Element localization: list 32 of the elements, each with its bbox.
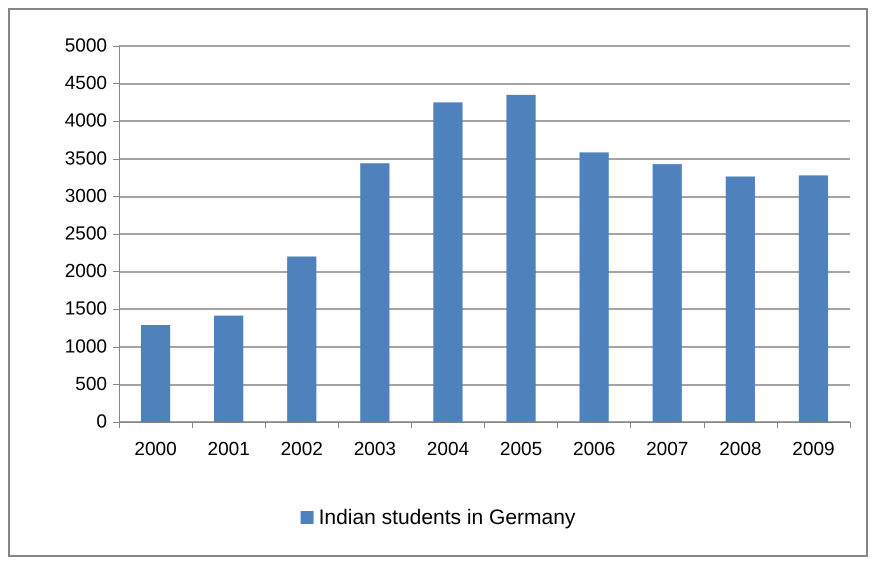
x-tick-label: 2009 [792,439,835,460]
bar [506,94,536,422]
y-tick-label: 2000 [64,261,107,282]
x-tick-label: 2004 [426,439,470,460]
y-tick-label: 5000 [64,36,107,56]
y-tick-label: 4500 [64,73,107,94]
x-tick-label: 2002 [280,439,323,460]
x-tick-label: 2000 [134,439,177,460]
bar [580,152,609,422]
bar [287,256,316,422]
y-tick-label: 500 [75,374,107,395]
x-tick-label: 2008 [719,439,762,460]
bar [652,164,682,422]
x-tick-label: 2005 [500,439,542,460]
bar [214,316,244,422]
y-tick-label: 3000 [64,186,107,207]
bar [140,324,170,422]
y-tick-label: 2500 [64,224,107,244]
legend-label: Indian students in Germany [318,506,576,529]
x-tick-label: 2003 [354,439,396,460]
bar [433,102,463,422]
bar [360,163,390,422]
bar [798,175,828,422]
x-tick-label: 2001 [208,439,250,460]
y-tick-label: 0 [96,412,107,432]
x-tick-label: 2007 [646,439,688,460]
y-tick-label: 1000 [64,336,107,358]
y-tick-label: 4000 [64,110,107,132]
bar [726,176,755,422]
y-tick-label: 1500 [64,298,107,320]
y-tick-label: 3500 [64,148,107,170]
x-tick-label: 2006 [573,439,616,460]
